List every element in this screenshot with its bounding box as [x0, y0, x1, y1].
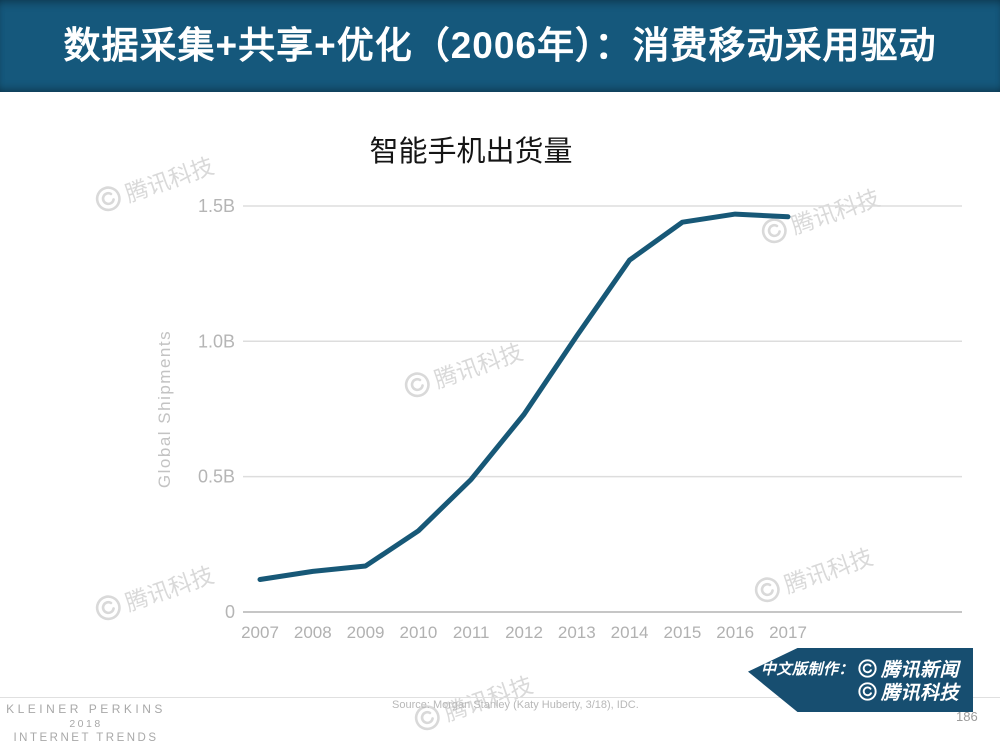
x-tick-label: 2011 — [453, 623, 490, 642]
banner-prefix-label: 中文版制作： — [760, 661, 854, 678]
y-tick-label: 1.0B — [198, 331, 235, 351]
chart-title: 智能手机出货量 — [369, 136, 573, 168]
footer-divider — [0, 697, 1000, 698]
tencent-logo-icon — [95, 595, 121, 621]
banner-row-news: 中文版制作： 腾讯新闻 — [760, 657, 959, 681]
x-tick-label: 2008 — [294, 623, 332, 642]
y-tick-label: 0 — [225, 602, 235, 622]
brand-name: KLEINER PERKINS — [6, 702, 166, 716]
y-axis-title: Global Shipments — [155, 330, 174, 488]
source-note: Source: Morgan Stanley (Katy Huberty, 3/… — [392, 699, 639, 711]
page-number: 186 — [956, 709, 978, 724]
translation-banner: 中文版制作： 腾讯新闻 腾讯科技 — [748, 648, 973, 712]
shipments-line-chart: 0 0.5B 1.0B 1.5B 2007 2008 2009 2010 2011 2012 201… — [155, 196, 962, 642]
kleiner-perkins-logo: KLEINER PERKINS 2018 INTERNET TRENDS — [0, 702, 172, 744]
x-tick-label: 2017 — [769, 623, 807, 642]
slide-title: 数据采集+共享+优化（2006年）：消费移动采用驱动 — [63, 25, 937, 66]
tencent-logo-icon — [95, 186, 121, 212]
x-tick-label: 2010 — [399, 623, 437, 642]
tencent-news-logo-icon — [858, 659, 877, 678]
tencent-tech-logo-icon — [858, 682, 877, 701]
x-tick-label: 2016 — [716, 623, 754, 642]
x-tick-label: 2009 — [347, 623, 385, 642]
slide-header: 数据采集+共享+优化（2006年）：消费移动采用驱动 — [0, 0, 1000, 92]
x-tick-label: 2012 — [505, 623, 543, 642]
tencent-news-label: 腾讯新闻 — [880, 660, 959, 681]
tencent-logo-icon — [858, 682, 877, 701]
translation-banner-content: 中文版制作： 腾讯新闻 腾讯科技 — [748, 648, 973, 712]
brand-report: INTERNET TRENDS — [13, 732, 159, 744]
y-tick-label: 0.5B — [198, 467, 235, 487]
shipments-series-line — [257, 211, 791, 583]
tencent-tech-label: 腾讯科技 — [880, 683, 959, 704]
banner-row-tech: 腾讯科技 — [858, 680, 959, 704]
brand-year: 2018 — [69, 718, 103, 730]
x-tick-label: 2007 — [241, 623, 279, 642]
x-tick-label: 2013 — [558, 623, 596, 642]
y-tick-label: 1.5B — [198, 196, 235, 216]
x-tick-label: 2014 — [611, 623, 649, 642]
tencent-logo-icon — [858, 659, 877, 678]
x-tick-label: 2015 — [663, 623, 701, 642]
